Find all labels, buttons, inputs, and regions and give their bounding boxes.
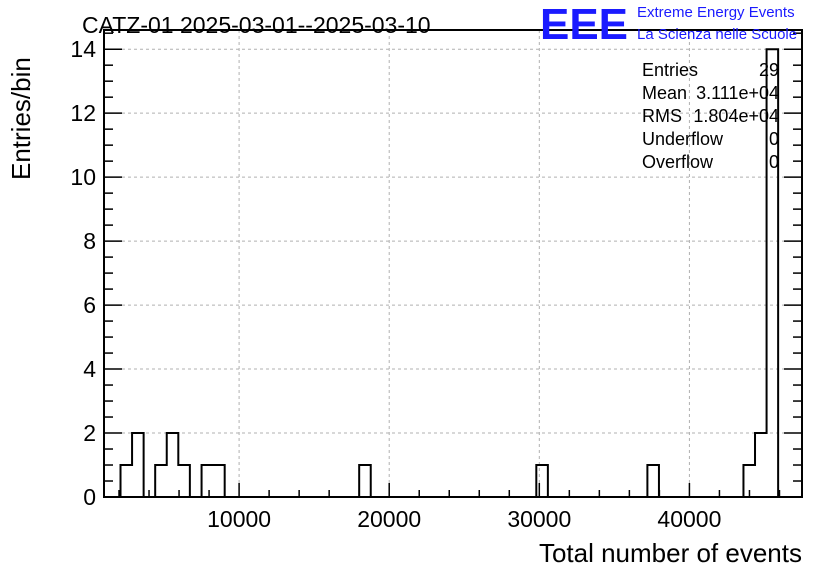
stats-value: 1.804e+04 <box>693 106 779 126</box>
stats-label: Mean <box>642 83 687 103</box>
x-tick-label: 40000 <box>657 506 721 532</box>
y-tick-label: 12 <box>70 100 96 126</box>
histogram-outline <box>119 48 780 498</box>
stats-value: 0 <box>769 129 779 149</box>
stats-value: 3.111e+04 <box>696 83 779 103</box>
y-tick-label: 0 <box>83 484 96 510</box>
eee-logo: EEE Extreme Energy Events La Scienza nel… <box>540 0 797 49</box>
eee-logo-line2: La Scienza nelle Scuole <box>637 26 797 43</box>
histogram-series <box>119 48 780 498</box>
y-tick-label: 8 <box>83 228 96 254</box>
y-tick-label: 14 <box>70 36 96 62</box>
grid-lines <box>104 30 802 497</box>
y-tick-label: 4 <box>83 356 96 382</box>
stats-label: RMS <box>642 106 682 126</box>
x-tick-label: 20000 <box>357 506 421 532</box>
stats-label: Entries <box>642 60 698 80</box>
eee-logo-line1: Extreme Energy Events <box>637 4 795 21</box>
x-axis-label: Total number of events <box>539 538 802 568</box>
stats-label: Underflow <box>642 129 724 149</box>
x-tick-label: 10000 <box>207 506 271 532</box>
eee-logo-mark: EEE <box>540 0 628 49</box>
stats-box: Entries 29 Mean 3.111e+04 RMS 1.804e+04 Underf… <box>642 60 779 172</box>
chart-title: CATZ-01 2025-03-01--2025-03-10 <box>82 12 431 38</box>
y-axis-label: Entries/bin <box>6 57 36 180</box>
y-tick-label: 2 <box>83 420 96 446</box>
axes: 10000 20000 30000 40000 0 2 4 6 8 10 12 14 <box>70 32 802 532</box>
x-tick-label: 30000 <box>507 506 571 532</box>
stats-value: 0 <box>769 152 779 172</box>
y-tick-label: 6 <box>83 292 96 318</box>
stats-label: Overflow <box>642 152 714 172</box>
stats-value: 29 <box>759 60 779 80</box>
y-tick-label: 10 <box>70 164 96 190</box>
plot-frame <box>103 29 803 498</box>
